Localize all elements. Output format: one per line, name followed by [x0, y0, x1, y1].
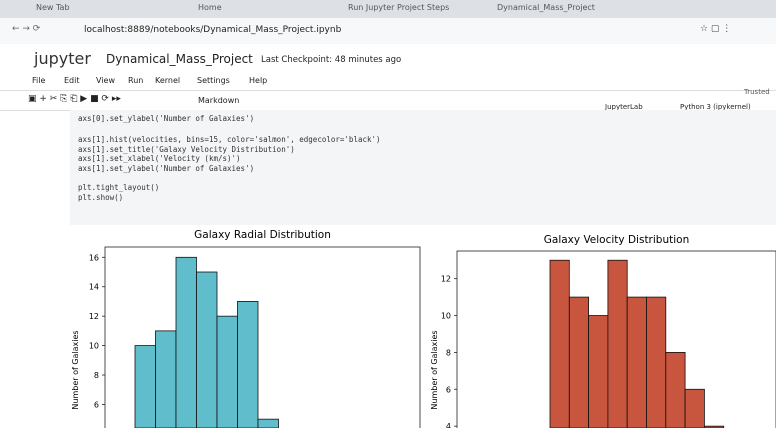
toolbar-icons: ▣ + ✂ ⎘ ⎗ ▶ ■ ⟳ ▸▸	[28, 94, 121, 104]
bar	[646, 296, 667, 428]
tab[interactable]: Dynamical_Mass_Project	[497, 3, 595, 12]
chart-title: Galaxy Radial Distribution	[194, 229, 331, 241]
address-bar: ← → ⟳ localhost:8889/notebooks/Dynamical…	[0, 18, 776, 44]
code-line: axs[0].set_ylabel('Number of Galaxies')	[78, 114, 255, 123]
bar	[626, 296, 647, 428]
menu-bar: Trusted File Edit View Run Kernel Settings Hel…	[0, 72, 776, 96]
y-axis-label: Number of Galaxies	[430, 330, 439, 409]
plot-frame	[456, 250, 776, 428]
menu-item[interactable]: View	[96, 76, 115, 85]
y-tick-label: 8	[446, 348, 451, 357]
bar	[155, 330, 177, 428]
y-tick-label: 10	[441, 312, 451, 321]
bar	[665, 352, 686, 428]
browser-icons: ☆ ▢ ⋮	[700, 24, 732, 34]
tab[interactable]: New Tab	[36, 3, 70, 12]
code-line: plt.tight_layout()	[78, 183, 160, 193]
code-line: axs[1].set_xlabel('Velocity (km/s)')	[78, 154, 241, 164]
tab[interactable]: Run Jupyter Project Steps	[348, 3, 450, 12]
kernel: Python 3 (ipykernel)	[680, 103, 751, 111]
tab[interactable]: Home	[198, 3, 222, 12]
logo: jupyter	[34, 49, 91, 68]
y-tick-label: 14	[89, 283, 99, 292]
y-tick-label: 12	[89, 312, 99, 321]
y-tick-label: 12	[441, 275, 451, 284]
url[interactable]: localhost:8889/notebooks/Dynamical_Mass_…	[84, 25, 342, 35]
notebook-header: jupyter Dynamical_Mass_Project Last Chec…	[0, 44, 776, 72]
menu-item[interactable]: Edit	[64, 76, 80, 85]
bar	[196, 271, 218, 428]
menu-item[interactable]: File	[32, 76, 46, 85]
bar	[588, 315, 609, 428]
bar	[704, 425, 725, 428]
nav-icons: ← → ⟳	[12, 24, 41, 34]
bar	[257, 418, 279, 428]
menu-item[interactable]: Settings	[197, 76, 230, 85]
bar	[549, 259, 570, 428]
tab-bar: New Tab Home Run Jupyter Project Steps Dyna…	[0, 0, 776, 18]
code-line: axs[1].set_title('Galaxy Velocity Distri…	[78, 144, 295, 154]
bar	[568, 296, 589, 428]
chart-title: Galaxy Velocity Distribution	[544, 234, 689, 246]
bar	[134, 345, 156, 428]
bar	[237, 301, 259, 428]
y-tick-label: 8	[94, 371, 99, 380]
y-tick-label: 16	[89, 253, 99, 262]
code-line: plt.show()	[78, 192, 124, 202]
code-line: axs[1].set_ylabel('Number of Galaxies')	[78, 164, 255, 173]
y-axis-label: Number of Galaxies	[71, 330, 80, 409]
code-cell: axs[0].set_ylabel('Number of Galaxies') a…	[70, 110, 776, 225]
cell-type[interactable]: Markdown	[198, 96, 240, 105]
plot-frame	[104, 246, 421, 428]
y-tick-label: 6	[446, 385, 451, 394]
bar	[216, 315, 238, 428]
notebook-title[interactable]: Dynamical_Mass_Project	[106, 52, 253, 66]
y-tick-label: 6	[94, 400, 99, 409]
bar	[175, 256, 197, 428]
menu-item[interactable]: Run	[128, 76, 144, 85]
jupyterlab-link[interactable]: JupyterLab	[605, 103, 643, 111]
menu-item[interactable]: Help	[249, 76, 268, 85]
checkpoint: Last Checkpoint: 48 minutes ago	[261, 55, 402, 65]
bar	[607, 259, 628, 428]
trusted: Trusted	[744, 88, 770, 96]
y-tick-label: 4	[446, 422, 451, 428]
code-line: axs[1].hist(velocities, bins=15, color='…	[78, 135, 381, 145]
y-tick-label: 10	[89, 342, 99, 351]
menu-item[interactable]: Kernel	[155, 76, 181, 85]
bar	[684, 388, 705, 428]
